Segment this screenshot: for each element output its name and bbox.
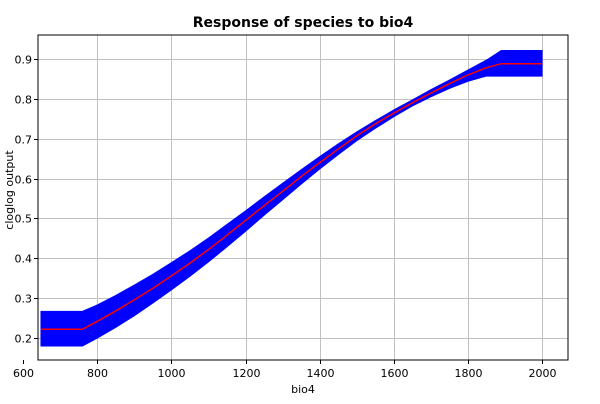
y-tick-label: 0.6 — [15, 174, 33, 187]
y-axis-label: cloglog output — [3, 150, 16, 230]
y-tick-label: 0.4 — [15, 253, 33, 266]
x-tick-labels: 600 800 1000 1200 1400 1600 1800 2000 — [13, 367, 557, 380]
x-tick-label: 1600 — [381, 367, 409, 380]
y-tick-label: 0.5 — [15, 213, 33, 226]
x-tick-label: 800 — [87, 367, 108, 380]
y-tick-label: 0.2 — [15, 333, 33, 346]
gridlines — [38, 35, 568, 360]
x-tick-label: 1800 — [455, 367, 483, 380]
sd-band — [40, 50, 543, 347]
chart-title: Response of species to bio4 — [193, 15, 414, 31]
y-tick-labels: 0.2 0.3 0.4 0.5 0.6 0.7 0.8 0.9 — [15, 54, 33, 346]
x-tick-label: 1400 — [307, 367, 335, 380]
y-tick-label: 0.3 — [15, 293, 33, 306]
x-tick-label: 1000 — [158, 367, 186, 380]
x-tick-label: 1200 — [233, 367, 261, 380]
sd-band-layer — [40, 50, 543, 347]
tick-marks — [23, 59, 543, 364]
mean-line-layer — [40, 62, 543, 331]
x-tick-label: 2000 — [529, 367, 557, 380]
plot-frame — [37, 34, 569, 361]
y-tick-label: 0.8 — [15, 94, 33, 107]
y-tick-label: 0.9 — [15, 54, 33, 67]
y-tick-label: 0.7 — [15, 134, 33, 147]
x-tick-label: 600 — [13, 367, 34, 380]
mean-response-line — [40, 62, 543, 331]
x-axis-label: bio4 — [291, 383, 315, 396]
